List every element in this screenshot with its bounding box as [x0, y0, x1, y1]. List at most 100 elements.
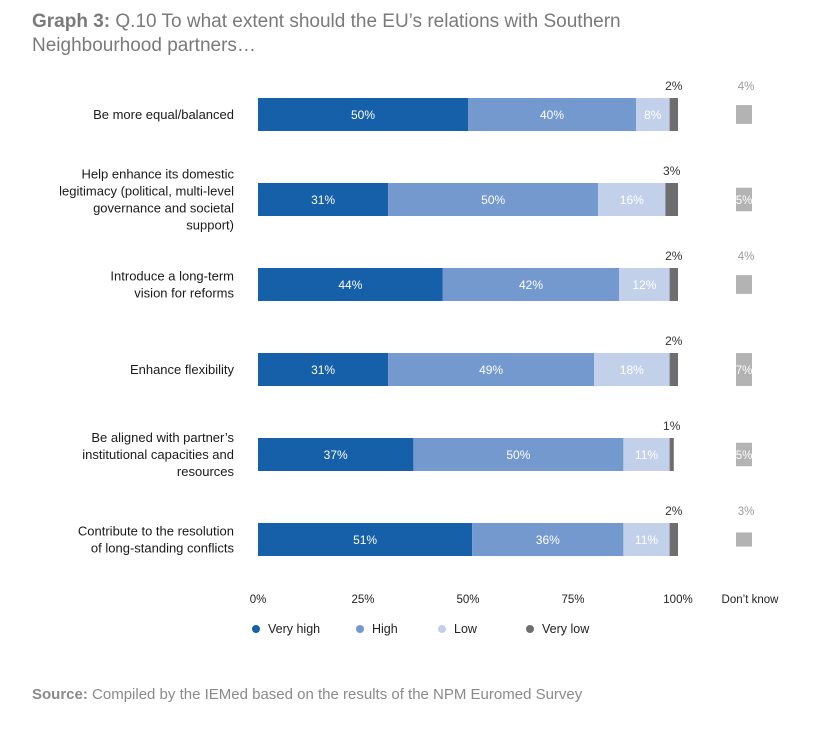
legend-item-very-high: Very high [252, 622, 320, 636]
chart-title-lead: Graph 3: [32, 11, 111, 32]
legend-item-low: Low [438, 622, 477, 636]
category-label: Introduce a long-term vision for reforms [110, 269, 234, 301]
data-label-very-high: 51% [353, 533, 377, 547]
bar-segment-very-low [669, 353, 678, 386]
bar-segment-low [636, 98, 670, 131]
x-tick-label: 50% [456, 594, 479, 606]
data-label-dont-know: 3% [738, 506, 755, 518]
category-label-line: Be more equal/balanced [93, 107, 234, 122]
chart-title-text: Q.10 To what extent should the EU’s rela… [32, 11, 621, 56]
bar-segment-very-low [669, 98, 678, 131]
data-label-very-low: 2% [665, 79, 683, 93]
data-label-low: 11% [635, 533, 658, 547]
data-label-very-low: 3% [663, 164, 681, 178]
category-label-line: Contribute to the resolution [78, 524, 234, 539]
x-tick-label: 75% [561, 594, 584, 606]
bar-segment-low [623, 523, 670, 556]
bar-segment-very-high [258, 438, 414, 471]
legend-marker-very-low [526, 625, 534, 633]
category-label-line: governance and societal [93, 201, 234, 216]
data-label-high: 49% [479, 363, 503, 377]
data-label-dont-know: 5% [736, 195, 753, 207]
category-label-line: vision for reforms [134, 286, 234, 301]
bar-dont-know [736, 187, 752, 212]
bar-segment-high [468, 98, 636, 131]
bar-segment-high [388, 183, 599, 216]
bar-dont-know [736, 275, 752, 294]
legend-label-low: Low [454, 622, 477, 636]
data-label-very-low: 2% [665, 249, 683, 263]
data-label-high: 36% [536, 533, 560, 547]
x-tick-label: 0% [250, 594, 267, 606]
bar-segment-low [594, 353, 670, 386]
category-label-line: Be aligned with partner’s [91, 430, 234, 445]
source-lead: Source: [32, 686, 88, 703]
legend-label-high: High [372, 622, 398, 636]
bar-segment-high [413, 438, 624, 471]
chart-title: Graph 3: Q.10 To what extent should the … [32, 10, 732, 58]
data-label-high: 40% [540, 108, 564, 122]
data-label-very-high: 37% [324, 448, 348, 462]
legend-marker-low [438, 625, 446, 633]
bar-segment-very-high [258, 98, 468, 131]
bar-dont-know [736, 532, 752, 547]
bar-dont-know [736, 353, 752, 386]
legend-label-very-high: Very high [268, 622, 321, 636]
legend-label-very-low: Very low [542, 622, 590, 636]
bar-segment-very-high [258, 268, 443, 301]
data-label-very-high: 31% [311, 193, 335, 207]
data-label-very-low: 2% [665, 504, 683, 518]
data-label-very-low: 2% [665, 334, 683, 348]
data-label-very-high: 44% [338, 278, 362, 292]
category-label: Help enhance its domestic legitimacy (pol… [59, 167, 234, 233]
category-label: Enhance flexibility [130, 362, 235, 377]
bar-dont-know [736, 105, 752, 124]
bar-segment-very-high [258, 523, 473, 556]
category-label: Contribute to the resolution of long-stan… [78, 524, 235, 556]
data-label-low: 18% [620, 363, 644, 377]
data-label-very-high: 31% [311, 363, 335, 377]
category-label-line: legitimacy (political, multi-level [59, 184, 234, 199]
legend-item-very-low: Very low [526, 622, 589, 636]
category-label-line: Enhance flexibility [130, 362, 235, 377]
bar-dont-know [736, 442, 752, 467]
category-label-line: Introduce a long-term [110, 269, 234, 284]
data-label-dont-know: 4% [738, 81, 755, 93]
category-label-line: institutional capacities and [82, 447, 234, 462]
bar-segment-low [623, 438, 670, 471]
legend-marker-high [356, 625, 364, 633]
bar-segment-very-low [665, 183, 678, 216]
source-text: Compiled by the IEMed based on the resul… [87, 686, 583, 703]
bar-segment-high [442, 268, 620, 301]
data-label-low: 11% [635, 448, 658, 462]
bar-segment-very-low [669, 268, 678, 301]
bar-segment-high [472, 523, 624, 556]
data-label-dont-know: 7% [736, 365, 753, 377]
data-label-low: 12% [632, 278, 656, 292]
bar-segment-very-high [258, 183, 389, 216]
data-label-very-low: 1% [663, 419, 681, 433]
category-label-line: Help enhance its domestic [82, 167, 235, 182]
category-label: Be more equal/balanced [93, 107, 234, 122]
data-label-low: 16% [620, 193, 644, 207]
x-tick-label-dont-know: Don’t know [722, 594, 780, 606]
data-label-high: 42% [519, 278, 543, 292]
data-label-low: 8% [644, 108, 662, 122]
legend-item-high: High [356, 622, 398, 636]
data-label-dont-know: 4% [738, 251, 755, 263]
x-tick-label: 25% [351, 594, 374, 606]
data-label-high: 50% [481, 193, 505, 207]
category-label-line: support) [186, 218, 234, 233]
bar-segment-low [598, 183, 666, 216]
bar-segment-high [388, 353, 594, 386]
category-label-line: resources [177, 464, 235, 479]
legend-marker-very-high [252, 625, 260, 633]
bar-segment-very-high [258, 353, 389, 386]
source-note: Source: Compiled by the IEMed based on t… [32, 686, 582, 703]
category-label-line: of long-standing conflicts [91, 541, 235, 556]
bar-segment-low [619, 268, 670, 301]
category-label: Be aligned with partner’s institutional c… [82, 430, 234, 479]
data-label-very-high: 50% [351, 108, 375, 122]
bar-segment-very-low [669, 438, 674, 471]
stacked-bar-chart: Be more equal/balanced 50% 40% 8% 2% 4% Help e… [59, 79, 780, 606]
